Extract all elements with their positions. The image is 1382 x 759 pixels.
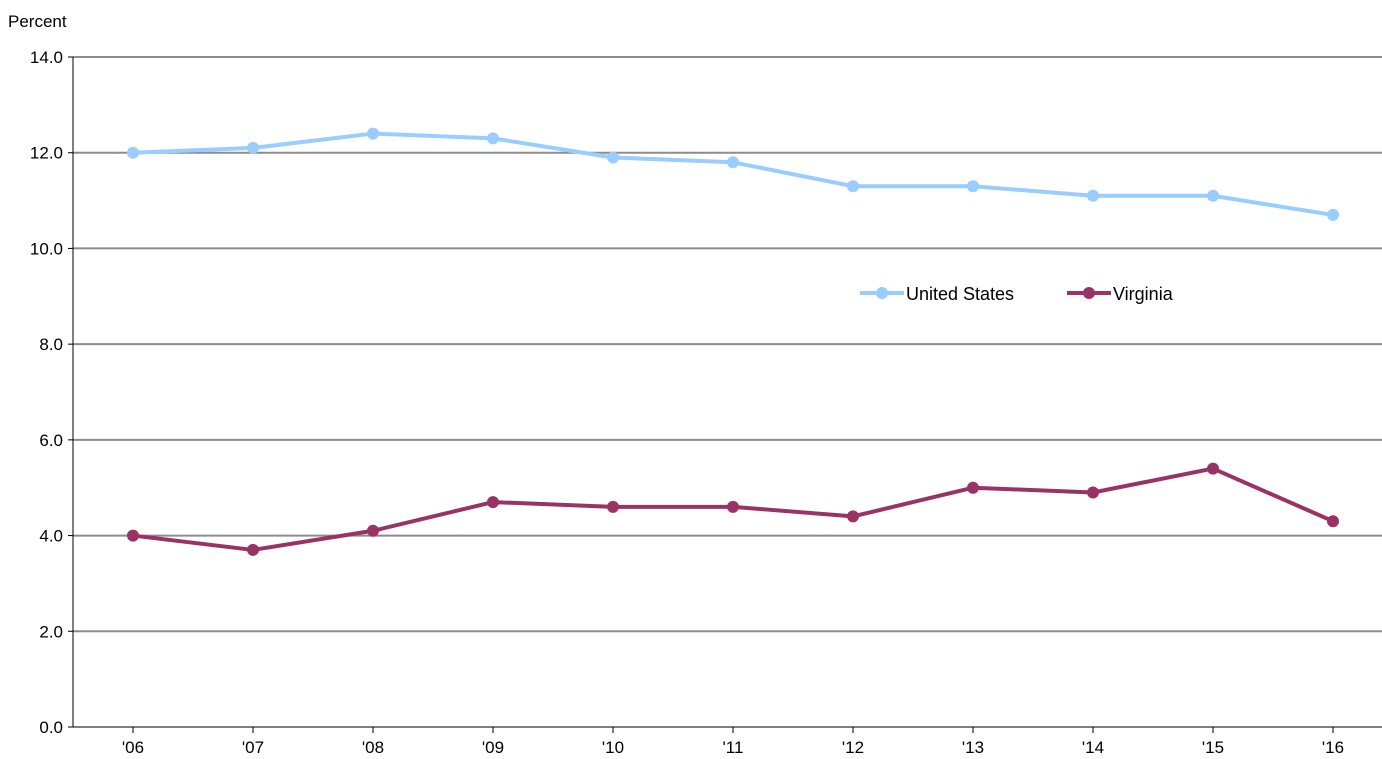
legend-label-united-states: United States xyxy=(906,284,1014,304)
data-point-united-states xyxy=(1087,189,1099,202)
series-line-united-states xyxy=(132,131,1334,217)
y-tick-label: 14.0 xyxy=(30,48,63,67)
data-point-united-states xyxy=(967,180,979,193)
y-tick-label: 8.0 xyxy=(39,335,63,354)
axes xyxy=(72,57,1382,728)
data-point-virginia xyxy=(367,524,379,537)
x-tick-label: '10 xyxy=(602,738,624,757)
data-point-united-states xyxy=(1327,208,1339,221)
y-tick-label: 10.0 xyxy=(30,239,63,258)
y-tick-label: 4.0 xyxy=(39,527,63,546)
x-tick-label: '08 xyxy=(362,738,384,757)
legend-swatch-marker-virginia xyxy=(1083,287,1095,299)
x-tick-label: '07 xyxy=(242,738,264,757)
data-point-united-states xyxy=(607,151,619,164)
data-point-united-states xyxy=(367,127,379,140)
data-point-united-states xyxy=(727,156,739,169)
data-point-virginia xyxy=(727,500,739,513)
data-point-virginia xyxy=(487,496,499,509)
x-tick-label: '12 xyxy=(842,738,864,757)
data-point-united-states xyxy=(487,132,499,145)
x-tick-label: '09 xyxy=(482,738,504,757)
data-point-virginia xyxy=(247,543,259,556)
legend-swatch-marker-united-states xyxy=(876,287,888,299)
x-tick-label: '13 xyxy=(962,738,984,757)
x-tick-label: '14 xyxy=(1082,738,1104,757)
y-axis-unit-label: Percent xyxy=(8,12,67,31)
x-tick-label: '16 xyxy=(1322,738,1344,757)
data-point-virginia xyxy=(607,500,619,513)
data-point-united-states xyxy=(247,141,259,154)
data-point-virginia xyxy=(1087,486,1099,499)
data-point-united-states xyxy=(847,180,859,193)
x-tick-label: '11 xyxy=(723,738,744,757)
y-tick-label: 2.0 xyxy=(39,622,63,641)
y-tick-label: 0.0 xyxy=(39,718,63,737)
y-tick-label: 6.0 xyxy=(39,431,63,450)
x-tick-label: '15 xyxy=(1202,738,1224,757)
y-axis-ticks: 0.0 2.0 4.0 6.0 8.0 10.0 12.0 14.0 xyxy=(30,48,73,737)
y-tick-label: 12.0 xyxy=(30,144,63,163)
gridlines xyxy=(73,56,1382,633)
data-point-virginia xyxy=(1327,515,1339,528)
data-point-united-states xyxy=(127,146,139,159)
data-point-virginia xyxy=(127,529,139,542)
data-point-united-states xyxy=(1207,189,1219,202)
x-axis-ticks: '06 '07 '08 '09 '10 '11 '12 '13 '14 '15 '16 xyxy=(122,727,1344,757)
series-lines xyxy=(127,127,1339,556)
data-point-virginia xyxy=(1207,462,1219,475)
legend-label-virginia: Virginia xyxy=(1113,284,1174,304)
data-point-virginia xyxy=(847,510,859,523)
x-tick-label: '06 xyxy=(122,738,144,757)
data-point-virginia xyxy=(967,481,979,494)
legend: United States Virginia xyxy=(860,284,1174,304)
